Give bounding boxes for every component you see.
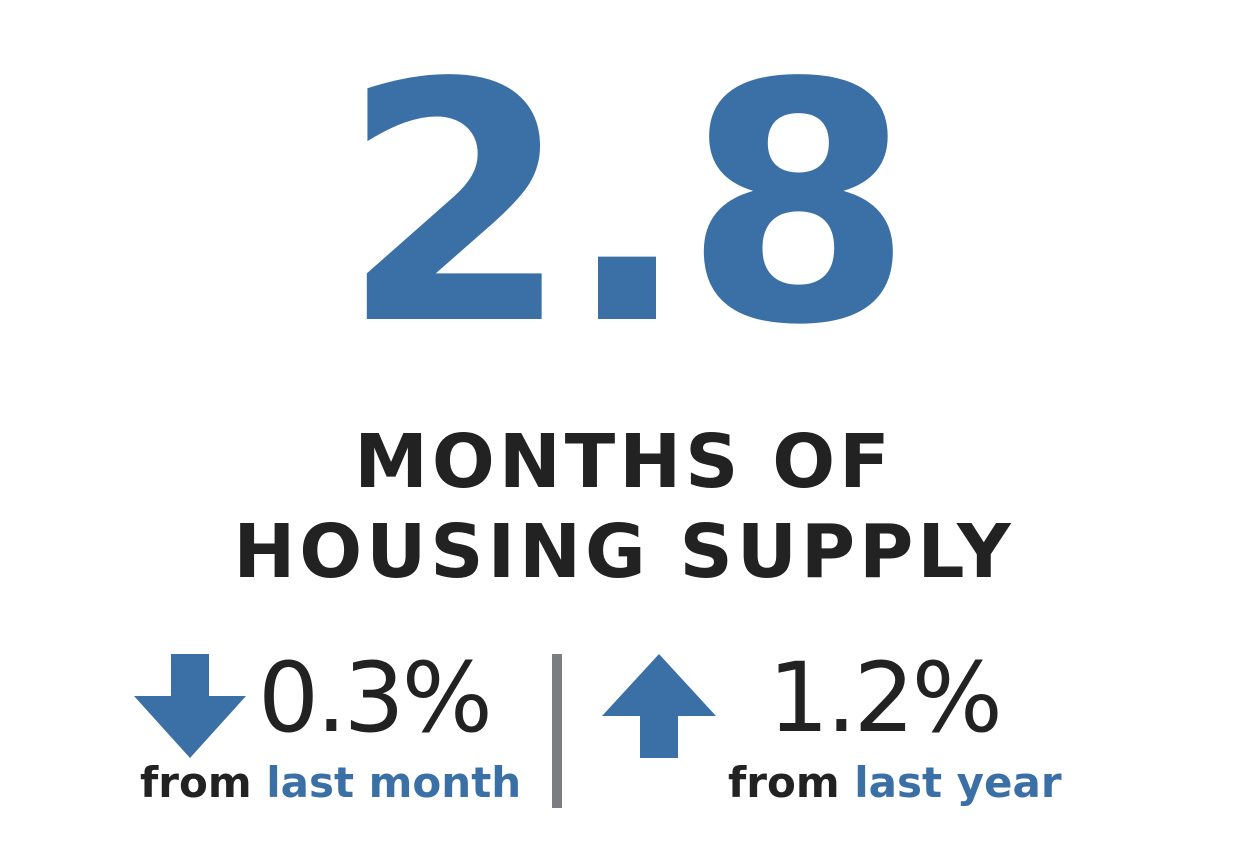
stat-caption-month: from last month bbox=[140, 762, 521, 804]
headline-label-line-2: HOUSING SUPPLY bbox=[233, 509, 1015, 595]
stat-caption-prefix: from bbox=[140, 758, 252, 807]
stat-caption-prefix: from bbox=[728, 758, 840, 807]
stats-divider bbox=[552, 654, 562, 808]
arrow-down-icon bbox=[134, 654, 246, 758]
stat-value-year: 1.2% bbox=[768, 642, 1003, 754]
stat-value-month: 0.3% bbox=[258, 642, 493, 754]
arrow-up-icon bbox=[602, 654, 716, 758]
stat-caption-highlight: last year bbox=[854, 758, 1062, 807]
headline-label-line-1: MONTHS OF bbox=[354, 419, 894, 505]
stat-caption-highlight: last month bbox=[266, 758, 522, 807]
headline-value: 2.8 bbox=[340, 13, 914, 397]
stat-caption-year: from last year bbox=[728, 762, 1062, 804]
